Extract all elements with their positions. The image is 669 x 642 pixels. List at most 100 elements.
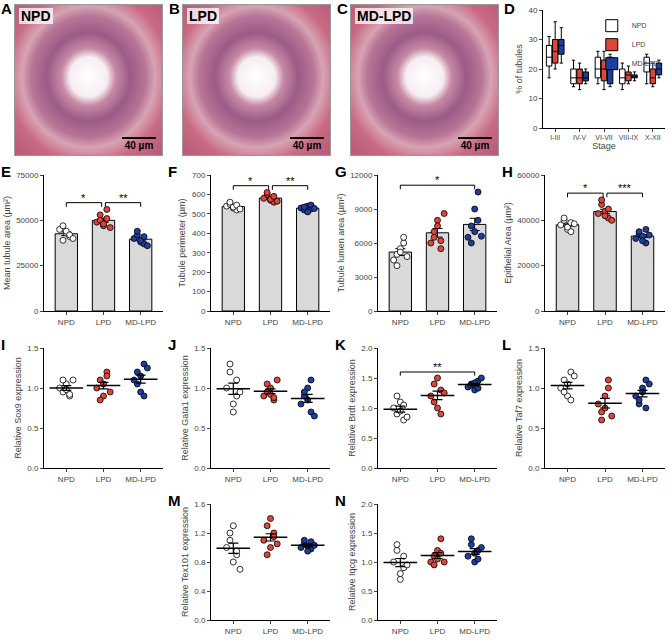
svg-text:300: 300 <box>192 249 206 258</box>
svg-text:Relative Gata1 expression: Relative Gata1 expression <box>180 355 190 461</box>
svg-text:LPD: LPD <box>263 627 279 636</box>
svg-text:NPD: NPD <box>392 627 409 636</box>
svg-text:0.8: 0.8 <box>194 558 206 567</box>
svg-text:0: 0 <box>34 307 39 316</box>
svg-text:LPD: LPD <box>96 475 112 484</box>
svg-text:NPD: NPD <box>559 475 576 484</box>
svg-text:2.0: 2.0 <box>361 344 373 353</box>
svg-text:1.5: 1.5 <box>528 344 540 353</box>
svg-text:*: * <box>81 192 86 204</box>
svg-text:1.0: 1.0 <box>361 558 373 567</box>
svg-text:0.5: 0.5 <box>27 424 39 433</box>
svg-text:1.5: 1.5 <box>361 374 373 383</box>
svg-text:NPD: NPD <box>225 318 242 327</box>
svg-text:LPD: LPD <box>96 318 112 327</box>
svg-text:MD-LPD: MD-LPD <box>459 627 490 636</box>
svg-text:LPD: LPD <box>632 41 646 48</box>
svg-text:12000: 12000 <box>350 171 373 180</box>
svg-text:100: 100 <box>192 287 206 296</box>
svg-text:MD-LPD: MD-LPD <box>627 475 658 484</box>
svg-text:LPD: LPD <box>430 318 446 327</box>
svg-text:1.0: 1.0 <box>528 384 540 393</box>
svg-text:20: 20 <box>528 65 537 74</box>
svg-text:MD-LPD: MD-LPD <box>459 318 490 327</box>
svg-text:MD-LPD: MD-LPD <box>292 627 323 636</box>
svg-text:0: 0 <box>368 307 373 316</box>
svg-text:Relative Brdt expression: Relative Brdt expression <box>347 359 357 457</box>
svg-text:LPD: LPD <box>430 627 446 636</box>
svg-text:0.0: 0.0 <box>27 464 39 473</box>
svg-text:0: 0 <box>201 307 206 316</box>
svg-text:**: ** <box>119 192 128 204</box>
svg-text:Mean tubule area (µm²): Mean tubule area (µm²) <box>2 196 12 290</box>
svg-text:I-III: I-III <box>550 134 560 141</box>
svg-text:IV-V: IV-V <box>573 134 587 141</box>
svg-text:Tubule lumen area (µm²): Tubule lumen area (µm²) <box>336 194 346 293</box>
svg-text:**: ** <box>433 361 442 373</box>
svg-text:0.0: 0.0 <box>361 616 373 625</box>
svg-text:NPD: NPD <box>559 318 576 327</box>
svg-text:9000: 9000 <box>355 205 373 214</box>
svg-text:MD-LPD: MD-LPD <box>627 318 658 327</box>
svg-text:30: 30 <box>528 35 537 44</box>
svg-text:NPD: NPD <box>58 475 75 484</box>
svg-text:0.0: 0.0 <box>528 464 540 473</box>
svg-text:*: * <box>583 182 588 194</box>
svg-text:6000: 6000 <box>355 239 373 248</box>
svg-text:% of tubules: % of tubules <box>514 44 524 94</box>
svg-text:0: 0 <box>535 307 540 316</box>
svg-text:NPD: NPD <box>632 22 647 29</box>
svg-text:50000: 50000 <box>16 216 39 225</box>
svg-text:LPD: LPD <box>430 475 446 484</box>
svg-text:0: 0 <box>533 124 538 133</box>
svg-text:400: 400 <box>192 229 206 238</box>
svg-text:NPD: NPD <box>392 318 409 327</box>
svg-text:Relative Sox9 expression: Relative Sox9 expression <box>13 357 23 459</box>
svg-text:600: 600 <box>192 190 206 199</box>
svg-text:***: *** <box>618 182 632 194</box>
svg-text:MD-LPD: MD-LPD <box>292 318 323 327</box>
svg-text:25000: 25000 <box>16 261 39 270</box>
svg-text:0.0: 0.0 <box>194 616 206 625</box>
svg-text:Relative Tex101 expression: Relative Tex101 expression <box>180 507 190 617</box>
svg-text:Relative Taf7 expression: Relative Taf7 expression <box>514 359 524 457</box>
svg-text:1.5: 1.5 <box>27 344 39 353</box>
svg-text:LPD: LPD <box>597 475 613 484</box>
svg-text:Epithelial Area (µm²): Epithelial Area (µm²) <box>503 202 513 284</box>
svg-text:1.0: 1.0 <box>194 384 206 393</box>
svg-text:40: 40 <box>528 6 537 15</box>
svg-text:LPD: LPD <box>263 318 279 327</box>
svg-text:0.5: 0.5 <box>194 424 206 433</box>
svg-text:0.5: 0.5 <box>361 587 373 596</box>
svg-text:1.5: 1.5 <box>194 344 206 353</box>
svg-text:1.2: 1.2 <box>194 529 206 538</box>
svg-text:Relative Iqcg expression: Relative Iqcg expression <box>347 513 357 611</box>
svg-text:MD-LPD: MD-LPD <box>125 475 156 484</box>
svg-text:700: 700 <box>192 171 206 180</box>
svg-text:Tubule perimeter (µm): Tubule perimeter (µm) <box>177 199 187 288</box>
svg-text:NPD: NPD <box>225 475 242 484</box>
svg-text:200: 200 <box>192 268 206 277</box>
svg-text:0.0: 0.0 <box>194 464 206 473</box>
svg-text:MD-LPD: MD-LPD <box>632 60 659 67</box>
svg-text:500: 500 <box>192 210 206 219</box>
svg-text:10: 10 <box>528 94 537 103</box>
svg-text:75000: 75000 <box>16 171 39 180</box>
svg-text:NPD: NPD <box>58 318 75 327</box>
svg-text:1.6: 1.6 <box>194 500 206 509</box>
svg-text:Stage: Stage <box>592 141 616 151</box>
svg-text:LPD: LPD <box>597 318 613 327</box>
svg-text:2.0: 2.0 <box>361 500 373 509</box>
svg-text:VI-VII: VI-VII <box>595 134 613 141</box>
svg-text:MD-LPD: MD-LPD <box>292 475 323 484</box>
svg-text:**: ** <box>286 175 295 187</box>
svg-text:0.5: 0.5 <box>528 424 540 433</box>
svg-text:3000: 3000 <box>355 273 373 282</box>
svg-text:1.5: 1.5 <box>361 529 373 538</box>
svg-text:40000: 40000 <box>517 216 540 225</box>
svg-text:60000: 60000 <box>517 171 540 180</box>
svg-text:0.4: 0.4 <box>194 587 206 596</box>
svg-text:LPD: LPD <box>263 475 279 484</box>
svg-text:X-XII: X-XII <box>645 134 661 141</box>
svg-text:*: * <box>248 175 253 187</box>
